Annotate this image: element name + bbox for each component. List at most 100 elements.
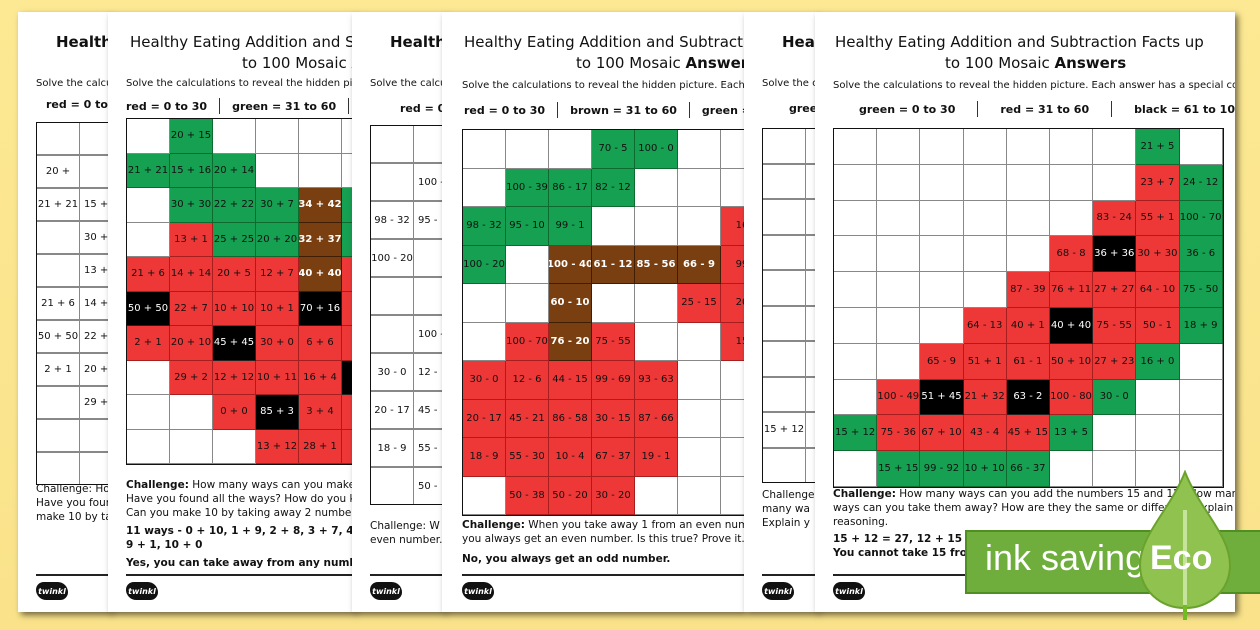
mosaic-cell xyxy=(963,272,1007,308)
footer-rule xyxy=(833,574,1235,576)
title-bold: Answers xyxy=(1054,54,1127,72)
mosaic-cell: 87 - 39 xyxy=(1006,272,1050,308)
mosaic-cell xyxy=(463,476,506,515)
mosaic-cell: 20 xyxy=(721,284,744,323)
mosaic-cell: 68 - 8 xyxy=(1049,236,1094,273)
mosaic-cell: 61 - 1 xyxy=(1006,343,1050,380)
mosaic-cell xyxy=(1049,164,1094,201)
mosaic-cell xyxy=(806,378,817,412)
mosaic-cell xyxy=(414,278,444,315)
mosaic-cell xyxy=(834,451,878,487)
mosaic-cell: 20 - 17 xyxy=(463,399,506,438)
mosaic-cell xyxy=(877,129,921,165)
mosaic-grid: 20 + 15 21 + 21 15 + 16 20 + 14 30 + 30 22 + … xyxy=(126,118,354,465)
mosaic-cell: 15 + 16 xyxy=(170,153,213,188)
mosaic-cell xyxy=(506,130,549,169)
mosaic-cell: 75 - 50 xyxy=(1179,272,1223,308)
mosaic-cell xyxy=(721,130,744,169)
mosaic-cell xyxy=(920,200,964,237)
mosaic-cell: 100 - xyxy=(414,316,444,353)
mosaic-cell: 50 - 1 xyxy=(1136,307,1180,344)
legend-item: green = 31 to 60 xyxy=(232,99,337,113)
mosaic-cell xyxy=(721,168,744,207)
mosaic-cell: 98 - 32 xyxy=(371,202,414,239)
mosaic-cell: 55 - xyxy=(414,430,444,467)
challenge-label: Challenge: xyxy=(126,479,189,491)
legend-item: red = 0 to 30 xyxy=(46,98,110,111)
mosaic-cell: 32 + 37 xyxy=(299,222,342,257)
title-prefix: to 100 Mosaic xyxy=(945,54,1055,72)
mosaic-cell xyxy=(678,361,721,400)
title-bold: Answers xyxy=(685,54,744,72)
mosaic-cell: 6 + 6 xyxy=(299,326,342,361)
grid-fragment-row: 20 + xyxy=(37,156,110,189)
mosaic-cell: 86 - 17 xyxy=(549,168,592,207)
mosaic-cell: 30 + xyxy=(80,222,110,254)
challenge-line: make 10 by tak xyxy=(36,511,110,523)
mosaic-cell xyxy=(920,129,964,165)
mosaic-cell: 50 - 38 xyxy=(506,476,549,515)
mosaic-cell: 51 + 45 xyxy=(920,379,964,416)
grid-fragment-row: 50 + 50 22 + xyxy=(37,321,110,354)
challenge-line: many wa xyxy=(762,503,810,515)
mosaic-cell: 21 + 32 xyxy=(963,379,1007,416)
mosaic-cell xyxy=(920,307,964,344)
mosaic-cell xyxy=(806,129,817,164)
mosaic-cell xyxy=(1136,379,1180,416)
challenge-line: Challenge xyxy=(762,489,815,501)
back-sheet-3: Hea Solve the c green 15 + 12 Challenge many … xyxy=(744,12,817,612)
grid-fragment-row: 20 - 17 45 - xyxy=(371,392,444,430)
mosaic-cell: 45 - 21 xyxy=(506,399,549,438)
mosaic-cell: 76 - 20 xyxy=(549,322,592,361)
mosaic-cell xyxy=(834,272,878,308)
mosaic-cell xyxy=(592,207,635,246)
mosaic-cell xyxy=(342,429,354,464)
grid-fragment-row: 30 + xyxy=(37,222,110,255)
grid-fragment-row: 100 - 20 xyxy=(371,240,444,278)
challenge-text: Challenge: How many ways can you make 10… xyxy=(126,478,354,522)
instruction: Solve the calculations to reveal the hid… xyxy=(833,80,1235,91)
mosaic-cell: 19 - 1 xyxy=(635,438,678,477)
grid-fragment-row xyxy=(763,306,817,342)
legend-item: green = 61 to 100 xyxy=(701,103,744,117)
mosaic-cell: 20 + 20 xyxy=(256,222,299,257)
mosaic-cell xyxy=(763,235,806,270)
mosaic-cell xyxy=(127,188,170,223)
footer-rule xyxy=(36,574,110,576)
mosaic-cell xyxy=(342,119,354,154)
mosaic-cell xyxy=(213,119,256,154)
mosaic-cell: 100 - 20 xyxy=(371,240,414,277)
sheet-title: Health xyxy=(390,33,444,51)
mosaic-cell xyxy=(963,200,1007,237)
mosaic-cell: 16 + 4 xyxy=(299,360,342,395)
mosaic-cell xyxy=(806,200,817,235)
mosaic-cell xyxy=(834,236,878,273)
title-line-1: Healthy Eating Addition and Subtraction … xyxy=(130,33,354,51)
mosaic-cell xyxy=(763,200,806,235)
mosaic-cell: 12 + 12 xyxy=(213,360,256,395)
mosaic-cell xyxy=(635,284,678,323)
challenge-line: Challenge: How xyxy=(36,483,110,495)
footer-rule xyxy=(762,574,817,576)
mosaic-cell xyxy=(635,476,678,515)
mosaic-cell: 15 + xyxy=(80,189,110,221)
mosaic-cell: 70 + 16 xyxy=(299,291,342,326)
mosaic-cell xyxy=(127,429,170,464)
mosaic-cell: 30 + 7 xyxy=(256,188,299,223)
mosaic-cell: 66 - 37 xyxy=(1006,451,1050,487)
title-line-1: Healthy Eating Addition and Subtraction … xyxy=(464,33,744,51)
grid-fragment-row: 100 - xyxy=(371,316,444,354)
mosaic-cell: 75 - 55 xyxy=(592,322,635,361)
challenge-label: Challenge: xyxy=(833,488,896,500)
mosaic-cell xyxy=(592,284,635,323)
mosaic-cell: 98 - 32 xyxy=(463,207,506,246)
mosaic-cell: 10 + 10 xyxy=(963,451,1007,487)
mosaic-cell: 16 + 0 xyxy=(1136,343,1180,380)
twinkl-logo: twinkl xyxy=(370,582,402,600)
mosaic-cell xyxy=(1136,415,1180,452)
mosaic-cell: 99 xyxy=(721,245,744,284)
mosaic-cell xyxy=(1006,200,1050,237)
grid-fragment-row: 18 - 9 55 - xyxy=(371,430,444,468)
grid-fragment-row: 30 - 0 12 - xyxy=(371,354,444,392)
mosaic-cell: 66 - 9 xyxy=(678,245,721,284)
